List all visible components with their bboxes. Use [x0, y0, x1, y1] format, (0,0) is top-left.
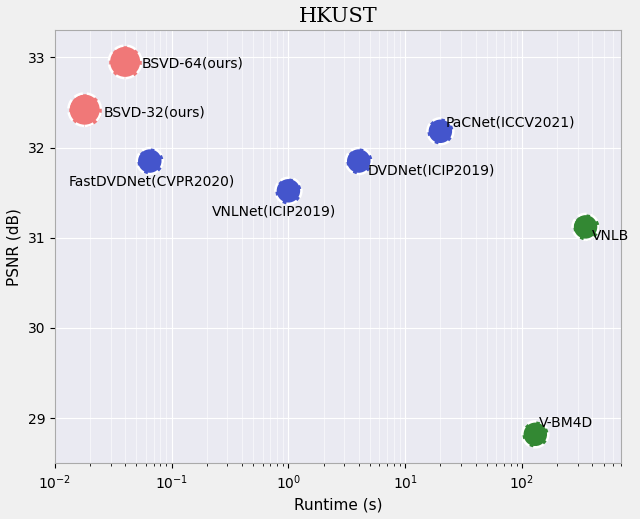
Text: VNLB: VNLB — [592, 229, 630, 243]
Point — [530, 430, 540, 439]
Point — [145, 157, 155, 165]
Point — [580, 223, 591, 231]
Point — [120, 58, 131, 66]
Point — [435, 127, 445, 135]
Point — [145, 157, 155, 165]
Point — [79, 105, 90, 114]
Text: VNLNet(ICIP2019): VNLNet(ICIP2019) — [212, 204, 336, 218]
Text: BSVD-32(ours): BSVD-32(ours) — [103, 105, 205, 119]
Point — [530, 430, 540, 439]
Point — [284, 187, 294, 195]
Text: FastDVDNet(CVPR2020): FastDVDNet(CVPR2020) — [68, 175, 234, 189]
Point — [354, 157, 364, 165]
Point — [435, 127, 445, 135]
Point — [284, 187, 294, 195]
X-axis label: Runtime (s): Runtime (s) — [294, 497, 382, 512]
Text: V-BM4D: V-BM4D — [539, 416, 593, 430]
Point — [120, 58, 131, 66]
Point — [354, 157, 364, 165]
Y-axis label: PSNR (dB): PSNR (dB) — [7, 208, 22, 285]
Point — [79, 105, 90, 114]
Text: PaCNet(ICCV2021): PaCNet(ICCV2021) — [445, 115, 575, 129]
Text: BSVD-64(ours): BSVD-64(ours) — [141, 57, 243, 71]
Text: DVDNet(ICIP2019): DVDNet(ICIP2019) — [368, 163, 495, 177]
Title: HKUST: HKUST — [298, 7, 377, 26]
Point — [580, 223, 591, 231]
